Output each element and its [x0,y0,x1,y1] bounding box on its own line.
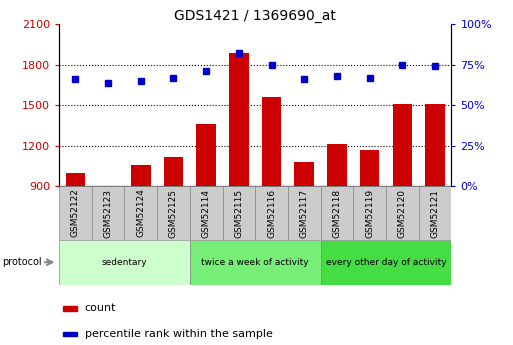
Bar [229,52,249,186]
Bar [124,186,157,240]
Bar [386,186,419,240]
Bar [392,104,412,186]
Bar [98,186,118,188]
Bar [288,186,321,240]
Text: GSM52116: GSM52116 [267,188,276,238]
Text: GSM52114: GSM52114 [202,188,211,238]
Bar [353,186,386,240]
Bar [131,165,150,186]
Title: GDS1421 / 1369690_at: GDS1421 / 1369690_at [174,9,336,23]
Bar [425,104,445,186]
Bar [63,332,76,336]
Text: protocol: protocol [3,257,42,267]
Bar [59,186,92,240]
Bar [255,186,288,240]
Bar [223,186,255,240]
Text: every other day of activity: every other day of activity [326,258,446,267]
Text: GSM52118: GSM52118 [332,188,342,238]
Bar [321,240,451,285]
Bar [360,150,380,186]
Bar [294,162,314,186]
Text: GSM52115: GSM52115 [234,188,243,238]
Bar [190,186,223,240]
Bar [196,124,216,186]
Bar [321,186,353,240]
Text: GSM52124: GSM52124 [136,189,145,237]
Bar [262,97,281,186]
Text: GSM52120: GSM52120 [398,188,407,238]
Bar [92,186,125,240]
Bar [63,306,76,311]
Bar [59,240,190,285]
Text: percentile rank within the sample: percentile rank within the sample [85,329,272,338]
Bar [164,157,183,186]
Text: GSM52125: GSM52125 [169,188,178,238]
Text: count: count [85,303,116,313]
Text: GSM52123: GSM52123 [104,188,112,238]
Text: GSM52122: GSM52122 [71,189,80,237]
Bar [157,186,190,240]
Bar [327,145,347,186]
Text: GSM52117: GSM52117 [300,188,309,238]
Text: GSM52119: GSM52119 [365,188,374,238]
Text: GSM52121: GSM52121 [430,188,440,238]
Bar [190,240,321,285]
Text: sedentary: sedentary [102,258,147,267]
Text: twice a week of activity: twice a week of activity [202,258,309,267]
Bar [66,173,85,186]
Bar [419,186,451,240]
